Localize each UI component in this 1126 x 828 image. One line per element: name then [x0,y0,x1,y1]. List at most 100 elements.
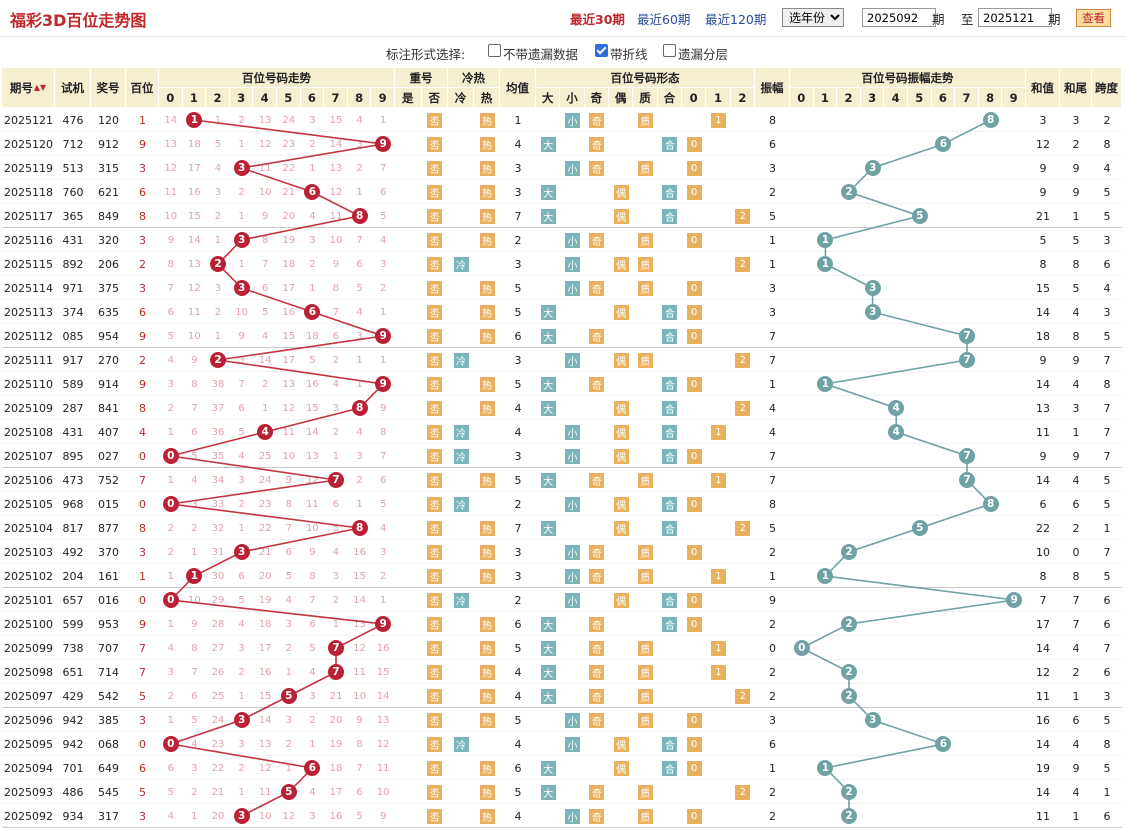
year-select[interactable]: 选年份 [782,8,844,27]
table-row [2,156,1122,180]
trend-omission-cell: 8 [191,378,198,390]
form-box: 1 [710,424,726,440]
form-box: 0 [686,712,702,728]
form-box: 2 [735,208,751,224]
trial-cell: 589 [62,377,84,391]
form-cell-6 [682,420,706,444]
from-issue-input[interactable] [862,8,936,27]
repeat-yes-cell [395,564,422,588]
trend-omission-cell: 9 [167,234,174,246]
trend-omission-cell: 2 [214,210,222,222]
trend-omission-cell: 12 [376,738,390,750]
trend-omission-cell: 5 [262,306,269,318]
form-cell-3 [609,708,633,732]
repeat-yes-cell [395,276,422,300]
form-cell-5 [658,228,682,252]
form-cell-4 [633,204,657,228]
form-cell-1: 小 [560,732,584,756]
repeat-yes-cell [395,372,422,396]
checkbox-no-omission[interactable] [488,44,501,57]
table-row [2,204,1122,228]
trend-omission-cell: 34 [211,474,225,486]
col-issue-header[interactable]: 期号 ▲▼ [2,68,55,108]
to-label: 至 [961,12,974,27]
form-cell-3: 偶 [609,204,633,228]
trend-omission-cell: 9 [356,714,363,726]
form-cell-0: 大 [536,660,560,684]
form-cell-6 [682,636,706,660]
tail-cell: 3 [1072,401,1080,415]
avg-cell: 7 [514,209,522,223]
hundreds-cell: 8 [139,209,146,223]
link-recent-30[interactable]: 最近30期 [570,12,625,27]
trend-omission-cell: 1 [356,186,363,198]
form-cell-2 [585,516,609,540]
tail-cell: 1 [1072,425,1080,439]
tail-cell: 4 [1072,473,1080,487]
trend-omission-cell: 2 [238,186,245,198]
issue-cell: 2025095 [4,737,53,751]
form-box: 偶 [613,760,629,776]
form-box: 大 [540,664,556,680]
form-box: 质 [637,688,653,704]
repeat-no-box: 否 [427,424,443,440]
form-cell-1 [560,516,584,540]
hot-cell: 热 [474,636,500,660]
trend-omission-cell: 2 [167,690,174,702]
trend-omission-cell: 5 [238,594,245,606]
hundreds-cell: 8 [139,521,146,535]
trend-omission-cell: 13 [329,162,343,174]
issue-cell: 2025099 [4,641,53,655]
trend-omission-cell: 5 [309,642,316,654]
form-cell-0 [536,252,560,276]
checkbox-omission-layer[interactable] [663,44,676,57]
form-header-7: 1 [706,88,731,108]
table-row [2,132,1122,156]
form-cell-2: 奇 [585,468,609,492]
checkbox-with-line[interactable] [595,44,608,57]
form-cell-3 [609,324,633,348]
link-recent-120[interactable]: 最近120期 [705,12,767,27]
sum-cell: 16 [1036,713,1050,727]
form-cell-4 [633,180,657,204]
trend-dot: 8 [351,208,368,224]
tail-cell: 9 [1072,353,1080,367]
trend-omission-cell: 22 [282,162,296,174]
form-cell-2: 奇 [585,132,609,156]
form-cell-8 [731,588,755,612]
hot-cell [474,444,500,468]
trend-omission-cell: 6 [238,402,245,414]
form-box: 0 [686,184,702,200]
trial-cell: 942 [62,713,84,727]
span-cell: 7 [1103,545,1111,559]
issue-cell: 2025094 [4,761,53,775]
prize-cell: 407 [98,425,119,439]
trend-omission-cell: 14 [353,594,366,606]
cold-cell [448,156,474,180]
table-row [2,660,1122,684]
form-cell-3 [609,636,633,660]
form-cell-8: 2 [731,684,755,708]
hundreds-cell: 2 [139,257,146,271]
trend-omission-cell: 8 [285,498,292,510]
form-cell-5: 合 [658,492,682,516]
form-cell-0: 大 [536,684,560,708]
trend-dot: 6 [304,184,321,200]
hotcold-box: 热 [479,112,495,128]
hundreds-cell: 8 [139,401,146,415]
trend-omission-cell: 9 [285,474,292,486]
trend-omission-cell: 4 [191,738,198,750]
form-cell-6: 0 [682,228,706,252]
hundreds-cell: 3 [139,713,146,727]
link-recent-60[interactable]: 最近60期 [637,12,691,27]
hundreds-cell: 0 [139,497,146,511]
amp-dot: 5 [911,208,928,224]
repeat-no-cell: 否 [422,756,449,780]
trend-omission-cell: 9 [262,210,269,222]
repeat-no-box: 否 [427,544,443,560]
form-cell-7 [706,324,730,348]
to-issue-input[interactable] [978,8,1052,27]
hundreds-cell: 6 [139,761,146,775]
query-button[interactable]: 查看 [1076,9,1111,27]
trend-dot: 4 [257,424,274,440]
